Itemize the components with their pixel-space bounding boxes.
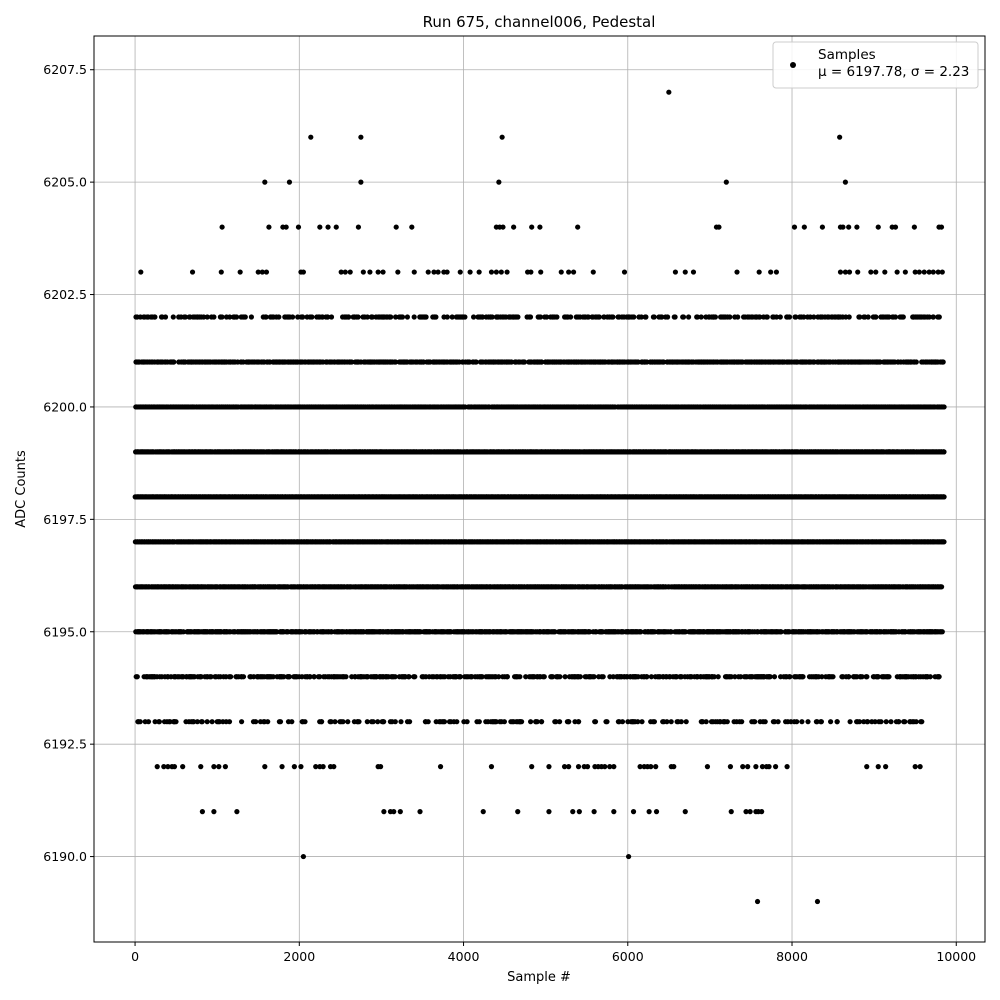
sample-point	[926, 314, 932, 320]
sample-point	[211, 314, 217, 320]
sample-point	[913, 359, 919, 365]
sample-point	[234, 314, 240, 320]
sample-point	[727, 314, 733, 320]
sample-point	[515, 314, 521, 320]
sample-point	[227, 314, 233, 320]
sample-point	[585, 314, 592, 320]
sample-point	[521, 359, 528, 365]
sample-point	[698, 314, 704, 320]
sample-point	[941, 494, 947, 500]
sample-point	[399, 314, 406, 320]
sample-point	[300, 314, 306, 320]
sample-point	[941, 539, 947, 545]
sample-point	[793, 314, 799, 320]
data-points	[132, 89, 947, 905]
sample-point	[527, 314, 534, 320]
sample-point	[508, 359, 515, 365]
sample-point	[596, 314, 602, 320]
sample-point	[680, 314, 687, 320]
sample-point	[162, 314, 169, 320]
sample-point	[900, 314, 906, 320]
sample-point	[355, 314, 361, 320]
sample-point	[479, 314, 486, 320]
sample-point	[659, 314, 665, 320]
sample-point	[941, 404, 947, 410]
sample-point	[735, 314, 741, 320]
sample-point	[811, 314, 817, 320]
sample-point	[411, 314, 417, 320]
sample-point	[801, 314, 807, 320]
sample-point	[473, 359, 479, 365]
sample-point	[694, 314, 701, 320]
sample-point	[328, 314, 335, 320]
sample-point	[369, 314, 375, 320]
sample-point	[449, 314, 455, 320]
sample-point	[349, 359, 355, 365]
sample-point	[325, 314, 331, 320]
sample-point	[182, 314, 188, 320]
sample-point	[290, 314, 296, 320]
sample-point	[544, 314, 550, 320]
sample-point	[777, 314, 783, 320]
sample-point	[672, 314, 678, 320]
sample-point	[539, 359, 545, 365]
sample-point	[462, 314, 468, 320]
sample-point	[757, 314, 763, 320]
sample-point	[219, 314, 225, 320]
sample-point	[936, 314, 942, 320]
sample-point	[242, 314, 248, 320]
sample-point	[631, 314, 637, 320]
sample-point	[786, 314, 793, 320]
sample-point	[471, 314, 477, 320]
sample-point	[610, 314, 616, 320]
sample-point	[404, 314, 410, 320]
sample-point	[393, 359, 399, 365]
sample-point	[170, 314, 176, 320]
sample-point	[865, 314, 871, 320]
sample-point	[393, 314, 399, 320]
sample-point	[712, 314, 719, 320]
sample-point	[651, 314, 657, 320]
sample-point	[346, 314, 352, 320]
sample-point	[857, 314, 863, 320]
sample-point	[489, 314, 495, 320]
sample-point	[201, 314, 207, 320]
chart-title: Run 675, channel006, Pedestal	[423, 13, 656, 31]
sample-point	[940, 359, 946, 365]
sample-point	[433, 314, 439, 320]
sample-point	[276, 314, 282, 320]
sample-point	[364, 314, 370, 320]
sample-point	[309, 314, 315, 320]
sample-point	[204, 314, 210, 320]
sample-point	[171, 359, 177, 365]
sample-point	[537, 314, 544, 320]
sample-point	[152, 314, 158, 320]
sample-point	[263, 314, 269, 320]
sample-point	[941, 449, 947, 455]
sample-point	[388, 314, 394, 320]
sample-point	[686, 314, 692, 320]
sample-point	[568, 314, 574, 320]
sample-point	[554, 314, 560, 320]
sample-point	[665, 314, 671, 320]
sample-point	[773, 314, 780, 320]
sample-point	[643, 314, 649, 320]
sample-point	[892, 314, 899, 320]
sample-point	[295, 314, 301, 320]
sample-point	[930, 314, 936, 320]
sample-point	[248, 314, 254, 320]
sample-point	[873, 314, 879, 320]
sample-point	[764, 314, 770, 320]
sample-point	[444, 314, 450, 320]
sample-point	[638, 314, 645, 320]
sample-point	[423, 314, 429, 320]
sample-point	[846, 314, 852, 320]
